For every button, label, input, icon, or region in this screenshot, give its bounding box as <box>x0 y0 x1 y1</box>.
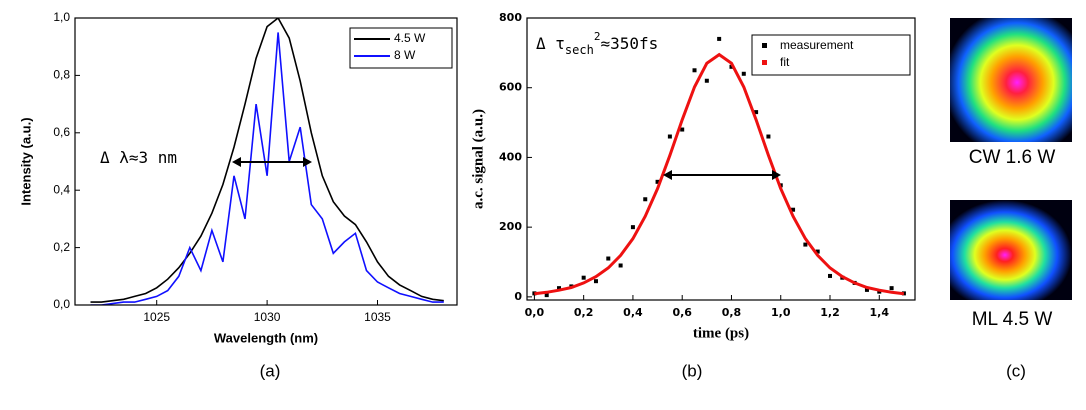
annotation-part: ≈350fs <box>600 34 658 53</box>
legend-box <box>751 34 911 76</box>
y-tick-label: 0,2 <box>53 240 70 254</box>
x-axis-label: time (ps) <box>693 325 749 341</box>
data-point <box>643 197 648 202</box>
annotation-part: Δ τ <box>536 34 565 53</box>
annotation-part: Δ λ≈3 nm <box>100 148 177 167</box>
x-tick-label: 0,2 <box>574 306 594 319</box>
y-tick-label: 200 <box>499 220 522 233</box>
x-tick-label: 0,6 <box>672 306 692 319</box>
data-point <box>766 134 771 139</box>
annotation: Δ τsech2≈350fs <box>536 30 658 57</box>
panel-label: (c) <box>1006 361 1026 380</box>
y-tick-label: 0 <box>514 290 522 303</box>
y-tick-label: 0,0 <box>53 297 70 311</box>
x-tick-label: 1030 <box>254 310 281 324</box>
data-point <box>815 249 820 254</box>
x-tick-label: 1,0 <box>771 306 791 319</box>
plot-frame <box>74 17 458 306</box>
legend-label: measurement <box>780 38 854 52</box>
data-point <box>741 71 746 76</box>
data-point <box>593 279 598 284</box>
data-point <box>667 134 672 139</box>
data-point <box>889 286 894 291</box>
data-point <box>828 273 833 278</box>
plot-frame <box>526 17 916 301</box>
x-tick-label: 0,0 <box>525 306 545 319</box>
legend-label: fit <box>780 55 790 69</box>
legend-box <box>349 27 453 69</box>
y-tick-label: 400 <box>499 150 522 163</box>
data-point <box>606 256 611 261</box>
series-line <box>90 32 444 305</box>
data-point <box>557 286 562 291</box>
annotation-part: 2 <box>594 30 601 43</box>
annotation-part: sech <box>565 43 594 57</box>
y-tick-label: 0,4 <box>53 182 70 196</box>
data-point <box>754 110 759 115</box>
y-tick-label: 600 <box>499 81 522 94</box>
x-tick-label: 0,4 <box>623 306 643 319</box>
data-point <box>803 242 808 247</box>
y-tick-label: 0,6 <box>53 125 70 139</box>
y-axis-label: a.c. signal (a.u.) <box>470 109 486 209</box>
panel-label: (b) <box>682 361 703 380</box>
data-point <box>544 293 549 298</box>
data-point <box>630 225 635 230</box>
data-point <box>729 64 734 69</box>
arrow-head <box>232 157 312 167</box>
beam-image-cw <box>950 18 1072 142</box>
data-point <box>791 207 796 212</box>
data-point <box>692 68 697 73</box>
x-tick-label: 1,4 <box>870 306 890 319</box>
data-point <box>618 263 623 268</box>
y-tick-label: 800 <box>499 11 522 24</box>
caption: CW 1.6 W <box>969 147 1056 168</box>
x-tick-label: 1035 <box>364 310 391 324</box>
y-axis-label: Intensity (a.u.) <box>18 117 33 205</box>
y-tick-label: 0,8 <box>53 68 70 82</box>
data-point <box>655 179 660 184</box>
data-point <box>680 127 685 132</box>
legend-label: 4.5 W <box>394 31 426 45</box>
series-line <box>90 18 444 303</box>
y-tick-label: 1,0 <box>53 10 70 24</box>
legend-label: 8 W <box>394 48 416 62</box>
x-axis-label: Wavelength (nm) <box>214 330 318 345</box>
caption: ML 4.5 W <box>972 309 1053 330</box>
data-point <box>864 287 869 292</box>
beam-image-ml <box>950 200 1072 300</box>
legend-swatch <box>762 43 767 48</box>
data-point <box>717 36 722 41</box>
legend-swatch <box>762 60 767 65</box>
annotation: Δ λ≈3 nm <box>100 148 177 167</box>
data-point <box>704 78 709 83</box>
x-tick-label: 0,8 <box>722 306 742 319</box>
panel-label: (a) <box>260 361 281 380</box>
x-tick-label: 1025 <box>143 310 170 324</box>
series-line <box>534 52 905 296</box>
data-point <box>581 275 586 280</box>
x-tick-label: 1,2 <box>820 306 840 319</box>
